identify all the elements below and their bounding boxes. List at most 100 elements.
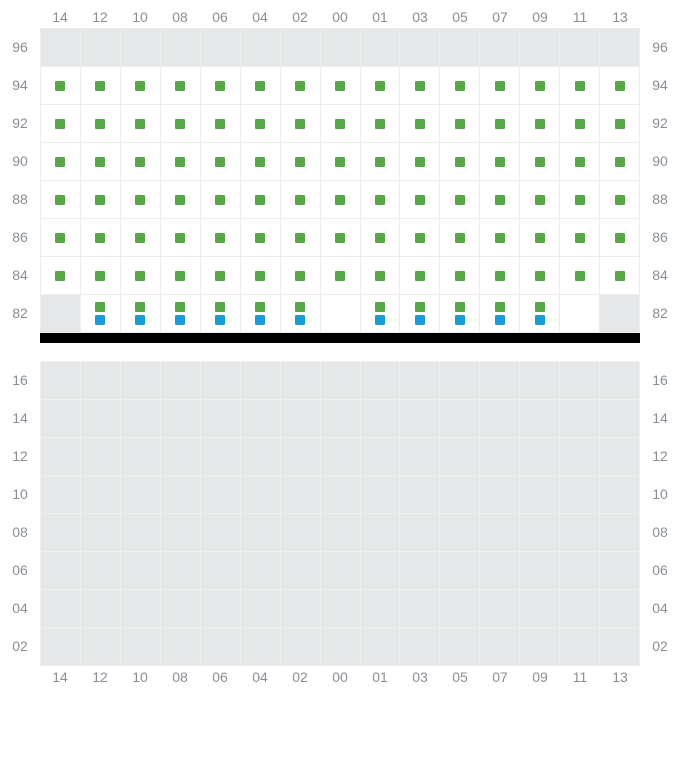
rack-cell[interactable] [600,29,640,67]
rack-cell[interactable] [121,29,161,67]
rack-cell[interactable] [161,105,201,143]
slot-marker-blue[interactable] [535,315,545,325]
rack-cell[interactable] [281,400,321,438]
rack-cell[interactable] [281,476,321,514]
slot-marker-blue[interactable] [375,315,385,325]
slot-marker-green[interactable] [135,157,145,167]
rack-cell[interactable] [81,362,121,400]
rack-cell[interactable] [121,67,161,105]
rack-cell[interactable] [241,400,281,438]
rack-cell[interactable] [440,143,480,181]
rack-cell[interactable] [41,438,81,476]
rack-cell[interactable] [480,476,520,514]
slot-marker-green[interactable] [335,271,345,281]
rack-cell[interactable] [520,362,560,400]
slot-marker-green[interactable] [95,271,105,281]
rack-cell[interactable] [41,181,81,219]
rack-cell[interactable] [241,295,281,333]
rack-cell[interactable] [361,219,401,257]
rack-cell[interactable] [241,362,281,400]
rack-cell[interactable] [161,590,201,628]
rack-cell[interactable] [241,514,281,552]
rack-cell[interactable] [361,476,401,514]
slot-marker-blue[interactable] [415,315,425,325]
slot-marker-green[interactable] [535,233,545,243]
rack-cell[interactable] [361,590,401,628]
rack-cell[interactable] [440,476,480,514]
rack-cell[interactable] [41,29,81,67]
rack-cell[interactable] [361,257,401,295]
slot-marker-green[interactable] [135,233,145,243]
slot-marker-green[interactable] [95,233,105,243]
rack-cell[interactable] [161,181,201,219]
rack-cell[interactable] [121,400,161,438]
slot-marker-green[interactable] [495,233,505,243]
slot-marker-green[interactable] [455,157,465,167]
slot-marker-green[interactable] [295,302,305,312]
rack-cell[interactable] [201,590,241,628]
slot-marker-green[interactable] [575,233,585,243]
slot-marker-green[interactable] [215,119,225,129]
rack-cell[interactable] [201,29,241,67]
rack-cell[interactable] [560,590,600,628]
slot-marker-green[interactable] [255,271,265,281]
slot-marker-green[interactable] [375,119,385,129]
rack-cell[interactable] [161,476,201,514]
rack-cell[interactable] [480,29,520,67]
rack-cell[interactable] [400,476,440,514]
rack-cell[interactable] [560,362,600,400]
rack-cell[interactable] [241,181,281,219]
rack-cell[interactable] [480,181,520,219]
rack-cell[interactable] [121,628,161,666]
rack-cell[interactable] [281,514,321,552]
slot-marker-green[interactable] [575,195,585,205]
slot-marker-green[interactable] [335,157,345,167]
slot-marker-green[interactable] [135,302,145,312]
rack-cell[interactable] [480,295,520,333]
slot-marker-green[interactable] [95,119,105,129]
rack-cell[interactable] [201,400,241,438]
rack-cell[interactable] [201,476,241,514]
slot-marker-green[interactable] [295,195,305,205]
rack-cell[interactable] [440,29,480,67]
rack-cell[interactable] [201,514,241,552]
rack-cell[interactable] [81,29,121,67]
rack-cell[interactable] [321,181,361,219]
slot-marker-green[interactable] [415,271,425,281]
rack-cell[interactable] [400,552,440,590]
rack-cell[interactable] [121,219,161,257]
slot-marker-green[interactable] [455,81,465,91]
rack-cell[interactable] [81,105,121,143]
slot-marker-green[interactable] [255,157,265,167]
slot-marker-green[interactable] [375,271,385,281]
slot-marker-green[interactable] [455,302,465,312]
rack-cell[interactable] [600,67,640,105]
slot-marker-green[interactable] [615,119,625,129]
slot-marker-green[interactable] [535,302,545,312]
rack-cell[interactable] [121,514,161,552]
rack-cell[interactable] [241,438,281,476]
slot-marker-green[interactable] [415,233,425,243]
rack-cell[interactable] [321,105,361,143]
rack-cell[interactable] [600,219,640,257]
rack-cell[interactable] [560,438,600,476]
rack-cell[interactable] [41,67,81,105]
rack-cell[interactable] [560,628,600,666]
rack-cell[interactable] [81,219,121,257]
rack-cell[interactable] [400,105,440,143]
rack-cell[interactable] [41,143,81,181]
rack-cell[interactable] [400,514,440,552]
rack-cell[interactable] [281,295,321,333]
rack-cell[interactable] [361,295,401,333]
rack-cell[interactable] [121,362,161,400]
rack-cell[interactable] [361,514,401,552]
rack-cell[interactable] [201,628,241,666]
rack-cell[interactable] [81,143,121,181]
rack-cell[interactable] [480,362,520,400]
rack-cell[interactable] [520,552,560,590]
rack-cell[interactable] [440,295,480,333]
rack-cell[interactable] [400,590,440,628]
slot-marker-blue[interactable] [175,315,185,325]
rack-cell[interactable] [560,219,600,257]
rack-cell[interactable] [281,181,321,219]
